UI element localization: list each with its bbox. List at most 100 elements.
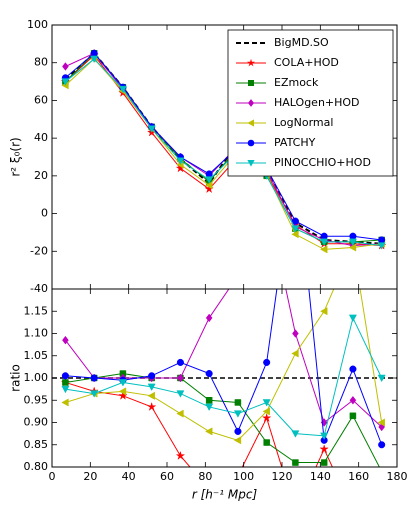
marker xyxy=(61,385,70,394)
y-tick-label: 0.90 xyxy=(24,416,49,429)
marker xyxy=(205,403,214,412)
legend-label: COLA+HOD xyxy=(274,56,339,69)
y-tick-label: 1.15 xyxy=(24,304,49,317)
marker xyxy=(205,427,213,436)
marker xyxy=(348,314,357,323)
legend-marker xyxy=(247,139,255,147)
marker xyxy=(177,373,184,383)
marker xyxy=(263,358,271,366)
series-line xyxy=(65,316,383,437)
marker xyxy=(176,409,184,418)
marker xyxy=(378,441,386,449)
y-tick-label: 60 xyxy=(34,93,48,106)
y-tick-label: 20 xyxy=(34,169,48,182)
x-tick-label: 40 xyxy=(122,470,136,483)
marker xyxy=(147,125,156,133)
marker xyxy=(349,507,357,515)
marker xyxy=(349,395,357,405)
marker xyxy=(205,176,214,184)
marker xyxy=(235,272,241,280)
y-tick-label: 0.85 xyxy=(24,438,49,451)
marker xyxy=(262,407,270,416)
marker xyxy=(205,397,213,404)
series-line xyxy=(65,289,383,445)
x-tick-label: 180 xyxy=(387,470,408,483)
y-tick-label: 40 xyxy=(34,131,48,144)
legend-label: EZmock xyxy=(274,76,319,89)
marker xyxy=(119,370,127,377)
legend-label: LogNormal xyxy=(274,116,333,129)
legend-marker xyxy=(247,119,254,127)
series-line xyxy=(65,373,380,467)
y-tick-label: 1.05 xyxy=(24,349,49,362)
marker xyxy=(233,410,242,418)
y-tick-label: 1.10 xyxy=(24,327,49,340)
marker xyxy=(176,390,185,398)
marker xyxy=(291,217,299,225)
series-line xyxy=(65,52,382,241)
marker xyxy=(320,238,329,246)
legend-marker xyxy=(247,58,255,67)
legend-marker xyxy=(247,160,255,167)
marker xyxy=(147,383,156,392)
marker xyxy=(378,236,386,244)
series-line xyxy=(65,381,333,467)
marker xyxy=(90,55,99,64)
marker xyxy=(62,379,69,386)
legend-label: HALOgen+HOD xyxy=(274,96,360,109)
marker xyxy=(262,399,271,407)
y-tick-label: -20 xyxy=(30,244,48,257)
marker xyxy=(292,459,299,466)
y-tick-label: 0 xyxy=(41,207,48,220)
marker xyxy=(320,307,328,316)
y-tick-label: 0.80 xyxy=(24,460,49,473)
series-line xyxy=(65,289,383,441)
series-line xyxy=(65,58,382,247)
marker xyxy=(291,349,299,358)
legend-label: BigMD.SO xyxy=(274,36,329,49)
y-tick-label: 1.00 xyxy=(24,371,49,384)
marker xyxy=(320,459,328,466)
marker xyxy=(62,62,69,71)
marker xyxy=(379,468,385,474)
series-line xyxy=(65,58,382,250)
x-tick-label: 20 xyxy=(83,470,97,483)
marker xyxy=(291,430,300,438)
legend-marker xyxy=(248,99,254,107)
marker xyxy=(349,365,357,373)
marker xyxy=(118,85,127,94)
y-tick-label: 0.95 xyxy=(24,393,49,406)
plot-area xyxy=(52,196,397,515)
y-axis-label: r² ξ₀(r) xyxy=(9,137,23,176)
marker xyxy=(291,225,300,233)
marker xyxy=(319,444,330,454)
marker xyxy=(205,181,213,190)
marker xyxy=(377,374,386,383)
marker xyxy=(146,401,157,412)
marker xyxy=(90,390,99,398)
marker xyxy=(377,242,386,250)
marker xyxy=(147,391,155,400)
x-tick-label: 160 xyxy=(348,470,369,483)
y-tick-label: 100 xyxy=(27,18,48,31)
y-tick-label: 80 xyxy=(34,56,48,69)
series-line xyxy=(65,289,383,428)
y-axis-label: ratio xyxy=(9,364,23,392)
marker xyxy=(234,399,242,406)
marker xyxy=(349,232,357,240)
marker xyxy=(264,196,270,204)
marker xyxy=(320,245,328,254)
y-tick-label: -40 xyxy=(30,282,48,295)
marker xyxy=(234,427,242,435)
marker xyxy=(90,49,98,57)
marker xyxy=(148,372,156,380)
marker xyxy=(261,412,272,423)
x-tick-label: 0 xyxy=(49,470,56,483)
marker xyxy=(205,313,213,323)
x-tick-label: 120 xyxy=(272,470,293,483)
marker xyxy=(291,230,299,239)
marker xyxy=(349,412,357,420)
marker xyxy=(291,507,299,515)
marker xyxy=(62,335,69,345)
